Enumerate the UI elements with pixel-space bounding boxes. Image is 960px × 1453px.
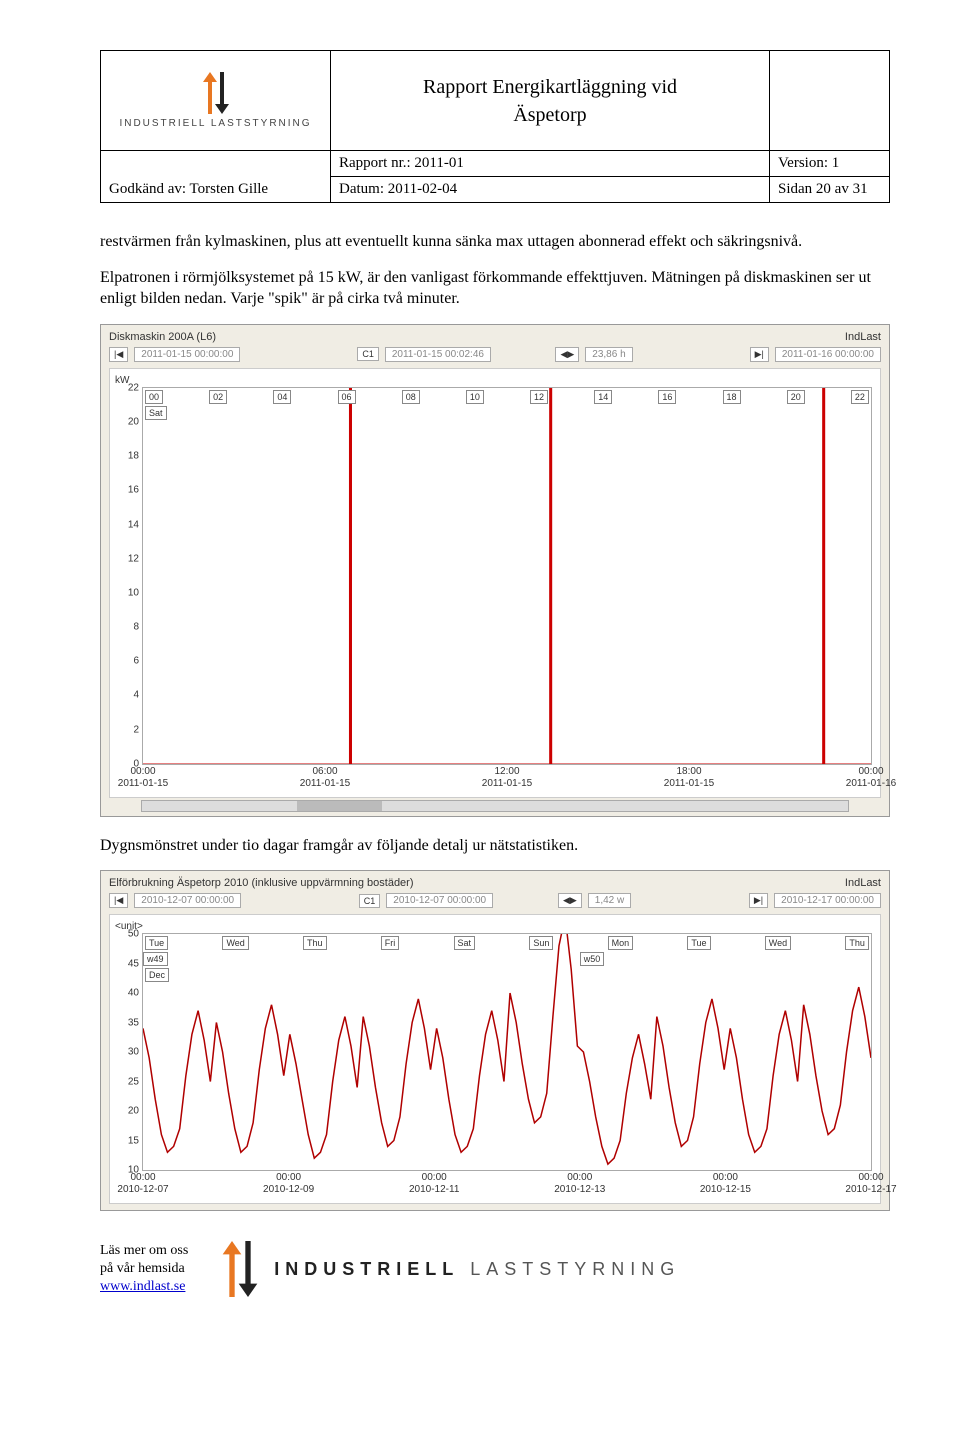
logo-arrows xyxy=(201,72,231,114)
nav-first-icon[interactable]: |◀ xyxy=(109,347,128,362)
y-tick-label: 45 xyxy=(128,958,139,969)
x-tick-label: 06:002011-01-15 xyxy=(300,766,350,790)
title-line1: Rapport Energikartläggning vid xyxy=(339,73,761,101)
chart1-end: 2011-01-16 00:00:00 xyxy=(775,347,881,362)
nav-lr-icon[interactable]: ◀▶ xyxy=(558,893,582,908)
paragraph-3: Dygnsmönstret under tio dagar framgår av… xyxy=(100,835,890,857)
chart2-brand: IndLast xyxy=(845,877,881,889)
footer-logo: INDUSTRIELL LASTSTYRNING xyxy=(218,1241,680,1297)
y-tick-label: 20 xyxy=(128,1106,139,1117)
chart2-plot: <unit> 10152025303540455000:002010-12-07… xyxy=(109,914,881,1204)
chart2-title: Elförbrukning Äspetorp 2010 (inklusive u… xyxy=(109,877,414,889)
logo-text: INDUSTRIELL LASTSTYRNING xyxy=(119,118,311,129)
footer-logo-arrows xyxy=(218,1241,262,1297)
nav-last-icon[interactable]: ▶| xyxy=(749,893,768,908)
day-marker: Sat xyxy=(145,406,167,420)
chart1-brand: IndLast xyxy=(845,331,881,343)
chart1-frame: Diskmaskin 200A (L6) IndLast |◀ 2011-01-… xyxy=(100,324,890,817)
x-tick-label: 00:002011-01-16 xyxy=(846,766,896,790)
y-tick-label: 4 xyxy=(133,690,139,701)
chart1-toolbar: |◀ 2011-01-15 00:00:00 C1 2011-01-15 00:… xyxy=(105,345,885,364)
x-tick-label: 00:002010-12-13 xyxy=(554,1172,605,1196)
x-tick-label: 18:002011-01-15 xyxy=(664,766,714,790)
y-tick-label: 10 xyxy=(128,587,139,598)
y-tick-label: 2 xyxy=(133,724,139,735)
page-cell: Sidan 20 av 31 xyxy=(770,177,890,203)
y-tick-label: 35 xyxy=(128,1017,139,1028)
x-tick-label: 00:002010-12-07 xyxy=(117,1172,168,1196)
footer-line2: på vår hemsida xyxy=(100,1260,188,1278)
footer-line1: Läs mer om oss xyxy=(100,1242,188,1260)
nav-first-icon[interactable]: |◀ xyxy=(109,893,128,908)
y-tick-label: 6 xyxy=(133,656,139,667)
y-tick-label: 18 xyxy=(128,451,139,462)
chart2-duration: 1,42 w xyxy=(588,893,631,908)
y-tick-label: 30 xyxy=(128,1047,139,1058)
chart1-start: 2011-01-15 00:00:00 xyxy=(134,347,240,362)
y-tick-label: 12 xyxy=(128,553,139,564)
x-tick-label: 00:002010-12-15 xyxy=(700,1172,751,1196)
footer-link[interactable]: www.indlast.se xyxy=(100,1279,185,1294)
chart2-start: 2010-12-07 00:00:00 xyxy=(134,893,241,908)
title-line2: Äspetorp xyxy=(339,101,761,129)
x-tick-label: 00:002010-12-17 xyxy=(845,1172,896,1196)
y-tick-label: 40 xyxy=(128,988,139,999)
chart1-title: Diskmaskin 200A (L6) xyxy=(109,331,216,343)
y-tick-label: 22 xyxy=(128,382,139,393)
chart2-c1time: 2010-12-07 00:00:00 xyxy=(386,893,493,908)
paragraph-1: restvärmen från kylmaskinen, plus att ev… xyxy=(100,231,890,253)
footer-text: Läs mer om oss på vår hemsida www.indlas… xyxy=(100,1242,188,1297)
month-marker: Dec xyxy=(145,968,169,982)
y-tick-label: 50 xyxy=(128,929,139,940)
logo-cell: INDUSTRIELL LASTSTYRNING xyxy=(101,51,331,151)
chart1-duration: 23,86 h xyxy=(585,347,632,362)
y-tick-label: 20 xyxy=(128,416,139,427)
chart1-scrollbar[interactable] xyxy=(141,800,849,812)
y-tick-label: 14 xyxy=(128,519,139,530)
y-tick-label: 16 xyxy=(128,485,139,496)
footer: Läs mer om oss på vår hemsida www.indlas… xyxy=(100,1241,890,1297)
y-tick-label: 25 xyxy=(128,1076,139,1087)
x-tick-label: 00:002010-12-11 xyxy=(409,1172,459,1196)
chart1-c1time: 2011-01-15 00:02:46 xyxy=(385,347,491,362)
chart2-c1[interactable]: C1 xyxy=(359,894,381,908)
chart2-toolbar: |◀ 2010-12-07 00:00:00 C1 2010-12-07 00:… xyxy=(105,891,885,910)
chart2-frame: Elförbrukning Äspetorp 2010 (inklusive u… xyxy=(100,870,890,1211)
chart1-c1[interactable]: C1 xyxy=(357,347,379,361)
footer-logo-bold: INDUSTRIELL xyxy=(274,1259,459,1279)
y-tick-label: 15 xyxy=(128,1135,139,1146)
nav-lr-icon[interactable]: ◀▶ xyxy=(555,347,579,362)
nav-last-icon[interactable]: ▶| xyxy=(750,347,769,362)
header-blank xyxy=(770,51,890,151)
chart1-plot: kW 024681012141618202200:002011-01-1506:… xyxy=(109,368,881,798)
x-tick-label: 00:002010-12-09 xyxy=(263,1172,314,1196)
version: Version: 1 xyxy=(770,151,890,177)
chart2-end: 2010-12-17 00:00:00 xyxy=(774,893,881,908)
week-marker: w49 xyxy=(143,952,168,966)
week-marker: w50 xyxy=(580,952,605,966)
x-tick-label: 12:002011-01-15 xyxy=(482,766,532,790)
x-tick-label: 00:002011-01-15 xyxy=(118,766,168,790)
approved-cell: Godkänd av: Torsten Gille xyxy=(101,151,331,203)
header-table: INDUSTRIELL LASTSTYRNING Rapport Energik… xyxy=(100,50,890,203)
y-tick-label: 8 xyxy=(133,622,139,633)
date-cell: Datum: 2011-02-04 xyxy=(331,177,770,203)
paragraph-2: Elpatronen i rörmjölksystemet på 15 kW, … xyxy=(100,267,890,310)
doc-title: Rapport Energikartläggning vid Äspetorp xyxy=(331,51,770,151)
report-no: Rapport nr.: 2011-01 xyxy=(331,151,770,177)
footer-logo-light: LASTSTYRNING xyxy=(470,1259,680,1279)
